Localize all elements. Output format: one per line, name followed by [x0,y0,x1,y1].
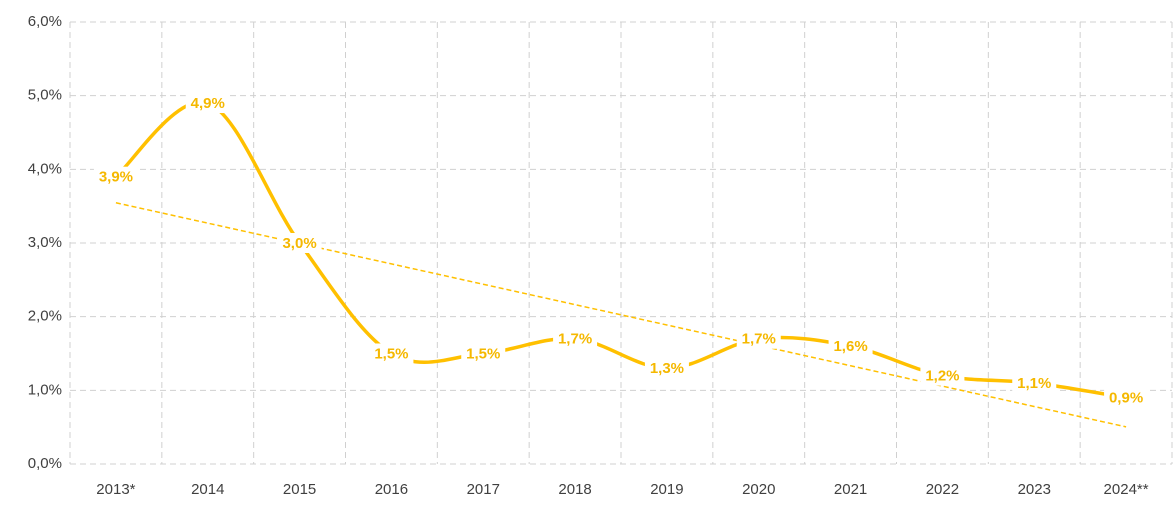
data-label-bg [644,358,689,379]
x-tick-label: 2024** [1104,481,1149,498]
data-label: 3,0% [282,235,316,252]
x-tick-label: 2022 [926,481,959,498]
data-label-bg [553,328,598,349]
data-label-bg [1104,387,1149,408]
data-label: 0,9% [1109,390,1143,407]
data-label: 3,9% [99,169,133,186]
x-tick-label: 2023 [1018,481,1051,498]
data-label-bg [1012,372,1057,393]
x-tick-label: 2014 [191,481,224,498]
x-tick-label: 2019 [650,481,683,498]
y-tick-label: 5,0% [28,87,62,104]
y-tick-label: 6,0% [28,13,62,30]
data-label: 1,5% [466,345,500,362]
y-tick-label: 4,0% [28,160,62,177]
data-label: 1,2% [925,368,959,385]
x-tick-label: 2018 [558,481,591,498]
y-tick-label: 2,0% [28,308,62,325]
x-tick-label: 2020 [742,481,775,498]
data-label-bg [369,343,414,364]
x-tick-label: 2021 [834,481,867,498]
x-tick-label: 2017 [467,481,500,498]
data-label-bg [461,343,506,364]
data-label-bg [93,166,138,187]
data-label: 4,9% [191,95,225,112]
data-label: 1,1% [1017,375,1051,392]
y-tick-label: 0,0% [28,455,62,472]
x-tick-label: 2013* [96,481,135,498]
x-tick-label: 2016 [375,481,408,498]
data-label: 1,7% [742,331,776,348]
data-label-bg [920,365,965,386]
data-label-bg [277,233,322,253]
data-label: 1,5% [374,345,408,362]
data-label-bg [736,328,781,349]
data-label: 1,6% [833,338,867,355]
data-label: 1,3% [650,360,684,377]
y-tick-label: 1,0% [28,381,62,398]
data-label: 1,7% [558,331,592,348]
data-label-bg [828,336,873,357]
y-tick-label: 3,0% [28,234,62,251]
data-label-bg [185,93,230,114]
x-tick-label: 2015 [283,481,316,498]
